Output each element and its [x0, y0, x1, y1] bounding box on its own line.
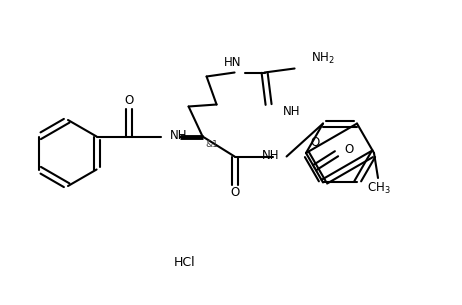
Text: O: O — [124, 94, 133, 107]
Text: NH: NH — [283, 105, 300, 118]
Text: O: O — [230, 186, 239, 199]
Text: CH$_3$: CH$_3$ — [367, 181, 391, 196]
Text: NH: NH — [262, 149, 280, 162]
Text: O: O — [345, 143, 354, 156]
Text: &1: &1 — [206, 140, 219, 149]
Text: NH: NH — [170, 129, 187, 142]
Text: HN: HN — [224, 56, 241, 69]
Text: O: O — [310, 137, 319, 149]
Text: HCl: HCl — [174, 257, 196, 270]
Text: NH$_2$: NH$_2$ — [310, 51, 334, 66]
